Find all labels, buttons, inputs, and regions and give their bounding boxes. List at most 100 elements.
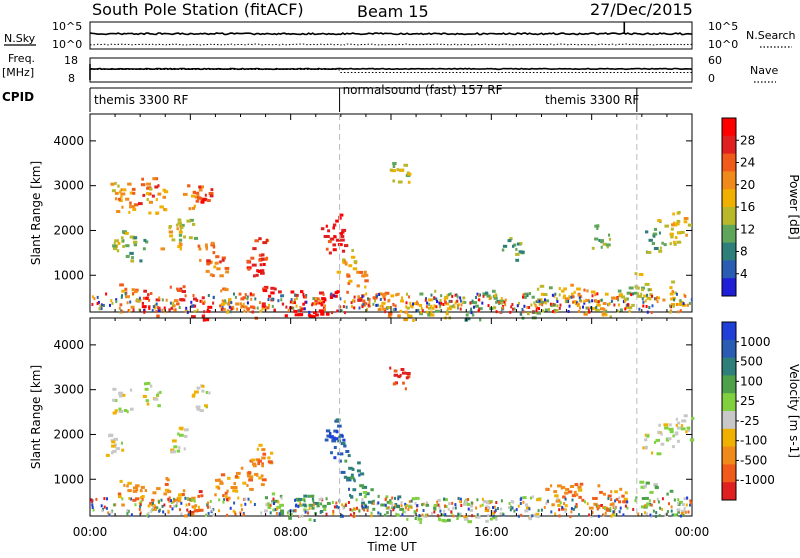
range-cell (388, 507, 391, 511)
range-cell (572, 507, 575, 511)
range-cell (143, 238, 147, 242)
cpid-segment-label: themis 3300 RF (94, 93, 188, 107)
range-cell (291, 300, 294, 304)
range-cell (111, 444, 116, 448)
range-cell (412, 319, 415, 322)
range-cell (639, 480, 645, 484)
range-cell (686, 426, 691, 430)
range-cell (313, 302, 316, 306)
y-axis-title: Slant Range [km] (29, 365, 43, 469)
range-cell (519, 312, 523, 316)
range-cell (272, 497, 275, 501)
range-cell (253, 274, 256, 278)
range-cell (352, 488, 357, 492)
range-cell (466, 503, 470, 506)
range-cell (289, 306, 294, 310)
range-cell (163, 492, 168, 496)
range-cell (170, 501, 173, 504)
range-cell (130, 259, 135, 263)
range-cell (624, 299, 627, 303)
range-cell (589, 306, 592, 310)
range-cell (470, 307, 473, 311)
range-cell (600, 307, 605, 311)
range-cell (456, 295, 459, 299)
range-cell (240, 297, 245, 301)
range-cell (404, 502, 407, 506)
range-cell (434, 289, 437, 293)
range-cell (193, 310, 196, 313)
range-cell (262, 452, 267, 456)
range-cell (365, 292, 368, 296)
range-cell (640, 505, 644, 509)
range-cell (138, 308, 141, 312)
range-cell (455, 293, 458, 297)
range-cell (337, 506, 340, 510)
range-cell (649, 490, 654, 494)
range-cell (166, 478, 170, 482)
range-cell (626, 291, 632, 295)
range-cell (341, 228, 347, 232)
range-cell (176, 302, 180, 306)
range-cell (350, 473, 354, 477)
range-cell (327, 235, 330, 238)
range-cell (528, 306, 531, 309)
range-cell (430, 310, 433, 314)
range-cell (103, 497, 106, 500)
range-cell (389, 168, 393, 172)
range-cell (477, 294, 480, 298)
range-cell (676, 303, 679, 306)
range-cell (622, 500, 627, 504)
range-cell (395, 512, 398, 516)
range-cell (145, 240, 149, 244)
range-cell (583, 288, 586, 292)
range-cell (287, 308, 290, 312)
range-cell (501, 306, 504, 310)
range-cell (278, 290, 282, 294)
range-cell (235, 302, 240, 306)
range-cell (591, 299, 594, 303)
range-cell (168, 225, 172, 228)
range-cell (406, 306, 410, 310)
range-cell (568, 490, 573, 494)
range-cell (179, 227, 182, 231)
range-cell (409, 301, 412, 305)
range-cell (275, 512, 278, 515)
range-cell (496, 507, 499, 510)
range-cell (525, 503, 529, 507)
range-cell (655, 297, 658, 301)
range-cell (674, 431, 679, 435)
range-cell (535, 512, 540, 516)
range-cell (209, 505, 212, 509)
range-cell (552, 310, 555, 313)
range-cell (348, 478, 352, 482)
range-cell (351, 305, 353, 309)
range-cell (556, 300, 559, 303)
range-cell (168, 308, 171, 312)
range-cell (134, 503, 137, 507)
range-cell (397, 497, 400, 501)
range-cell (524, 509, 529, 513)
range-cell (333, 437, 339, 441)
range-cell (454, 293, 457, 297)
range-cell (683, 217, 689, 220)
range-cell (653, 234, 656, 238)
range-cell (157, 404, 161, 408)
range-cell (435, 309, 440, 313)
range-cell (154, 303, 157, 307)
range-cell (240, 466, 244, 470)
range-cell (460, 504, 463, 507)
range-cell (116, 249, 120, 253)
range-cell (378, 293, 381, 296)
range-cell (531, 514, 534, 518)
range-cell (536, 498, 541, 502)
range-cell (148, 298, 151, 302)
range-cell (554, 292, 557, 296)
range-cell (414, 501, 417, 505)
range-cell (108, 513, 111, 517)
range-cell (118, 394, 123, 398)
range-cell (350, 495, 354, 499)
range-cell (207, 305, 213, 309)
range-cell (96, 302, 99, 305)
range-cell (579, 482, 584, 486)
y-tick-label: 3000 (53, 383, 84, 397)
